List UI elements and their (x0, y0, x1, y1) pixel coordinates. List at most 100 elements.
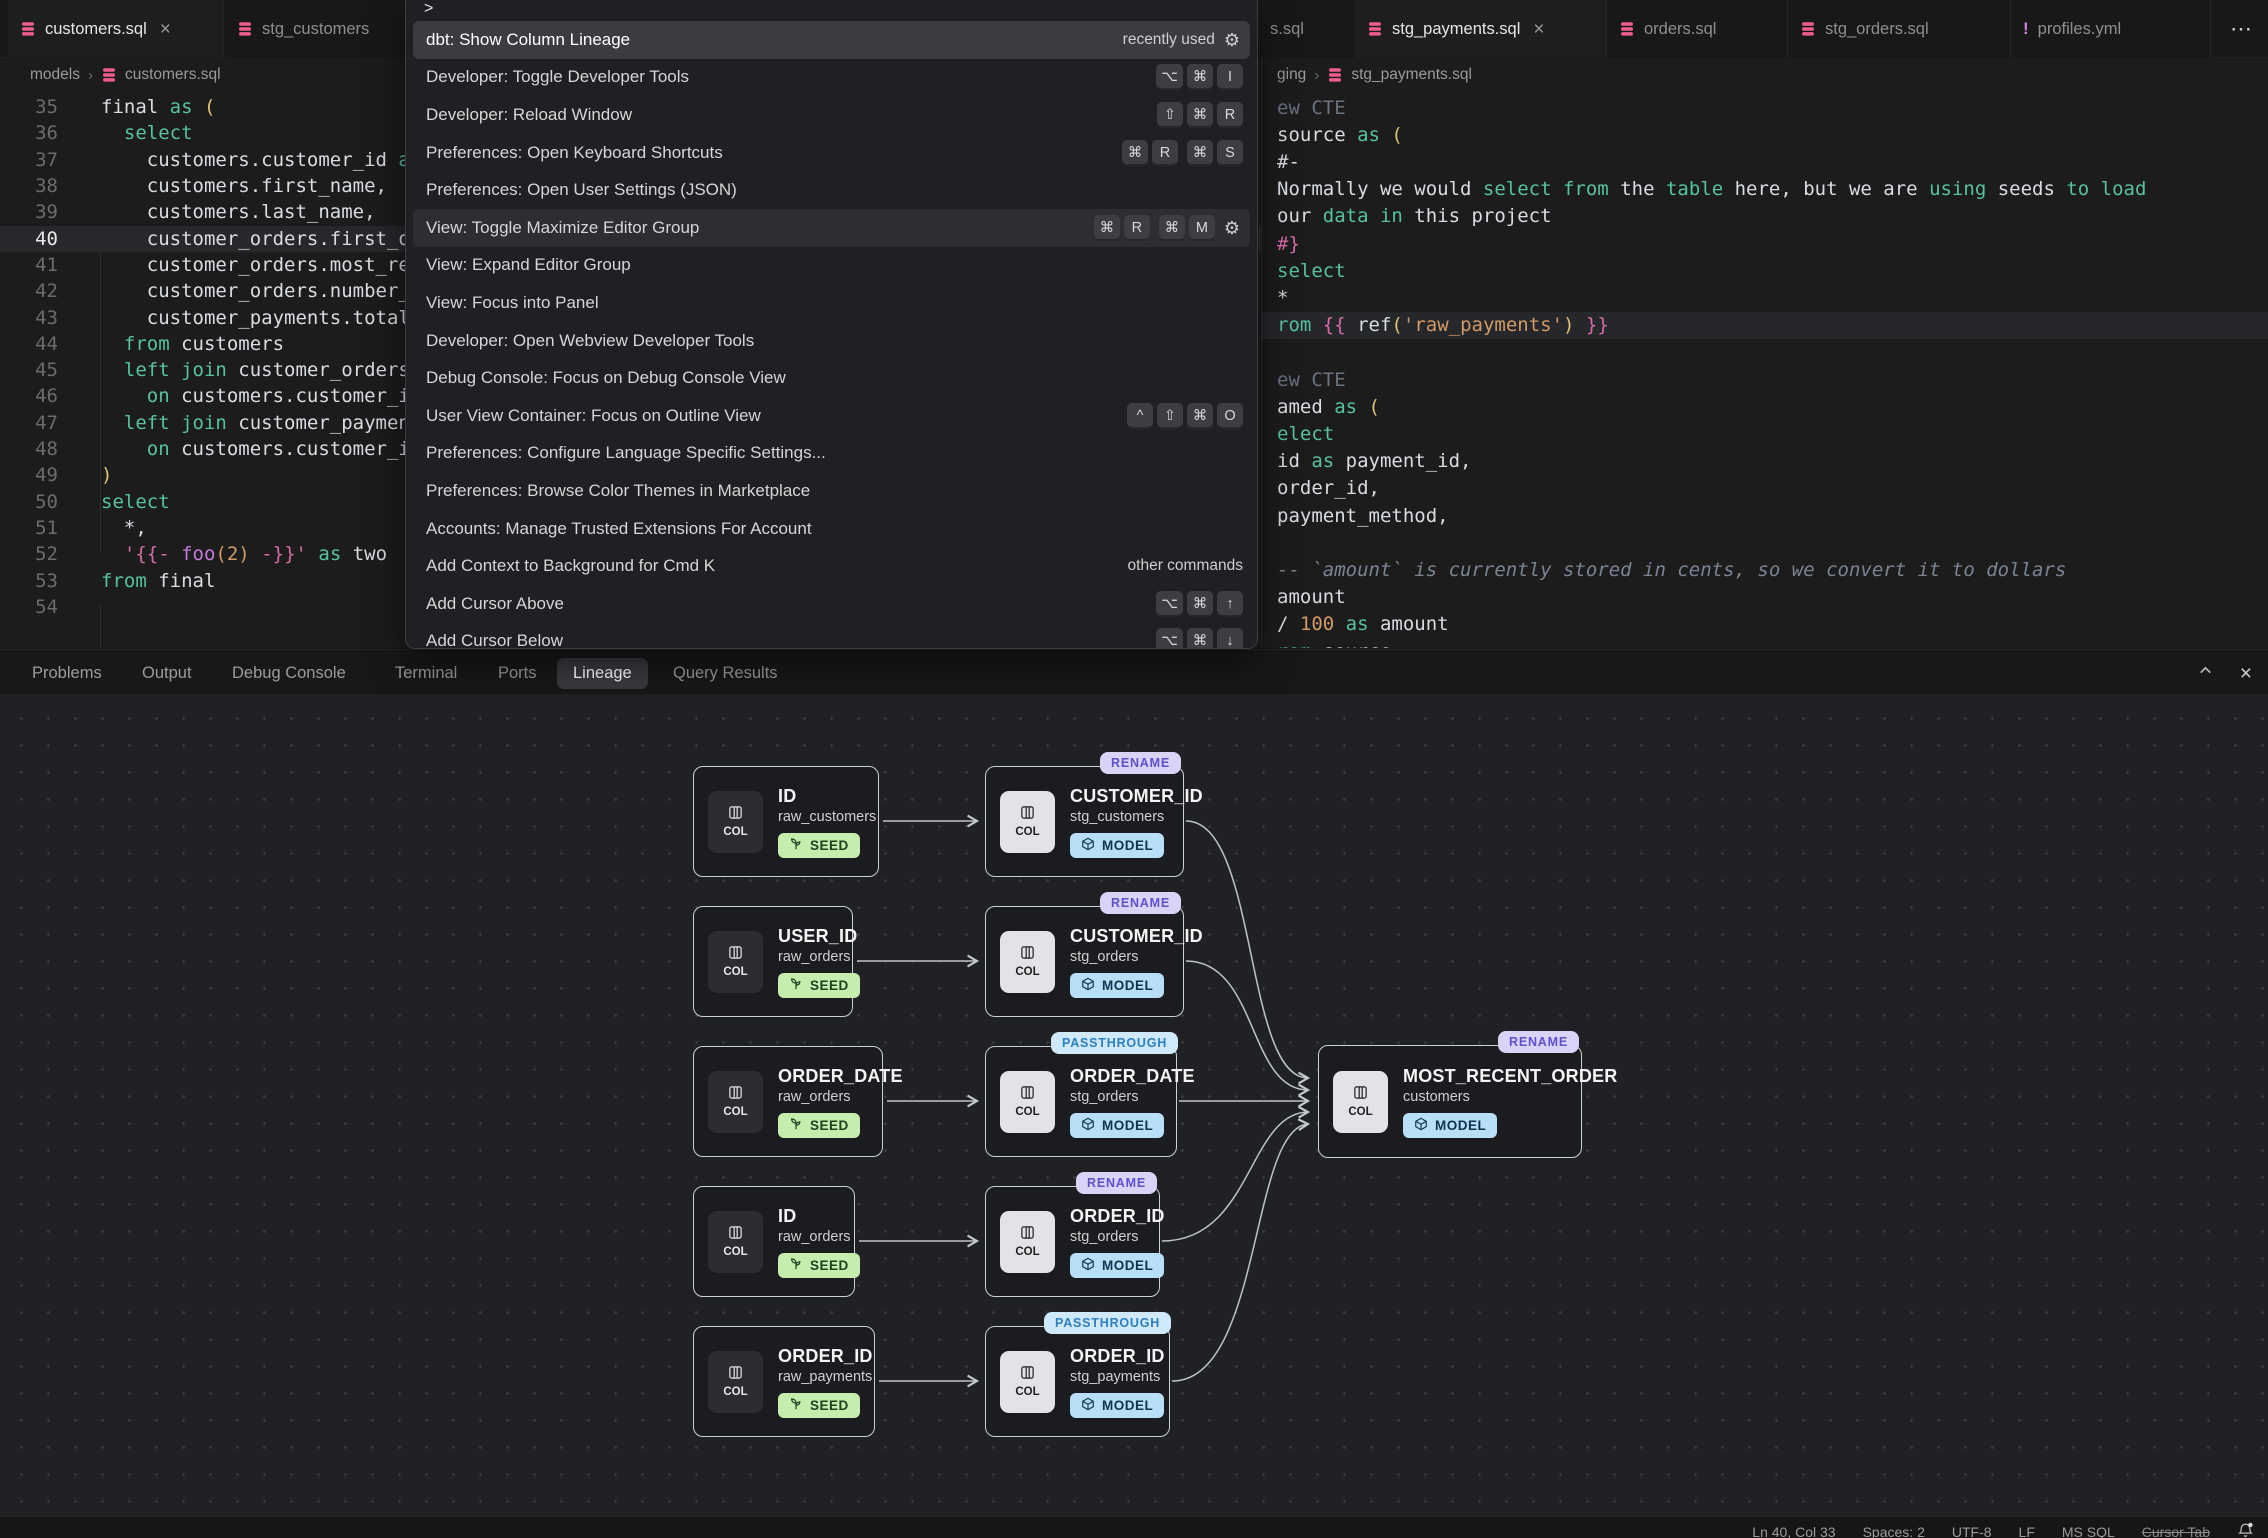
badge-label: SEED (810, 1257, 849, 1273)
lineage-node-order-id-stg-orders[interactable]: COL ORDER_ID stg_orders MODEL (985, 1186, 1164, 1297)
lineage-node-id-raw-orders[interactable]: COL ID raw_orders SEED (693, 1186, 860, 1297)
code-line: source as ( (1277, 123, 1403, 146)
editor-right-stg-payments-sql[interactable]: ew CTE source as (#- Normally we would sel… (1262, 90, 2268, 648)
palette-item-accounts-manage-trusted-extensions-for-account[interactable]: Accounts: Manage Trusted Extensions For … (406, 510, 1257, 548)
tab-profiles-yml[interactable]: ! profiles.yml (2011, 0, 2211, 58)
lineage-node-user-id-raw-orders[interactable]: COL USER_ID raw_orders SEED (693, 906, 860, 1017)
panel-tab-query-results[interactable]: Query Results (673, 650, 778, 696)
palette-item-preferences-configure-language-specific-settings[interactable]: Preferences: Configure Language Specific… (406, 435, 1257, 473)
panel-tab-terminal[interactable]: Terminal (395, 650, 457, 696)
breadcrumb[interactable]: models › customers.sql (30, 60, 221, 90)
palette-item-preferences-browse-color-themes-in-marketplace[interactable]: Preferences: Browse Color Themes in Mark… (406, 472, 1257, 510)
column-icon-label: COL (1348, 1106, 1373, 1118)
panel-tab-label: Lineage (557, 657, 648, 689)
palette-item-add-cursor-above[interactable]: Add Cursor Above ⌥ ⌘ ↑ (406, 585, 1257, 623)
seed-icon (789, 1397, 803, 1414)
model-icon (1081, 837, 1095, 854)
panel-tab-label: Debug Console (232, 663, 346, 682)
palette-item-add-cursor-below[interactable]: Add Cursor Below ⌥ ⌘ ↓ (406, 623, 1257, 648)
code-line: 42 customer_orders.number_o (0, 278, 1261, 304)
close-panel-icon[interactable]: × (2239, 661, 2252, 685)
code-line: 39 customers.last_name, (0, 199, 1261, 225)
database-icon (1327, 67, 1343, 83)
column-icon-label: COL (723, 1106, 748, 1118)
palette-item-label: Preferences: Open Keyboard Shortcuts (426, 142, 723, 162)
panel-tab-lineage[interactable]: Lineage (557, 650, 648, 696)
lineage-node-most-recent-order-customers[interactable]: COL MOST_RECENT_ORDER customers MODEL (1318, 1045, 1617, 1158)
line-number: 45 (35, 359, 58, 382)
palette-item-view-expand-editor-group[interactable]: View: Expand Editor Group (406, 247, 1257, 285)
keycap: ⌘ (1093, 214, 1120, 241)
command-palette-input[interactable]: > (424, 0, 434, 17)
tab-s-sql[interactable]: s.sql (1258, 0, 1355, 58)
tab-orders-sql[interactable]: orders.sql (1607, 0, 1788, 58)
panel-tab-ports[interactable]: Ports (498, 650, 537, 696)
line-number: 42 (35, 280, 58, 303)
gear-icon[interactable]: ⚙ (1223, 217, 1240, 238)
line-number: 46 (35, 385, 58, 408)
palette-item-developer-toggle-developer-tools[interactable]: Developer: Toggle Developer Tools ⌥ ⌘ I (406, 59, 1257, 97)
palette-item-preferences-open-keyboard-shortcuts[interactable]: Preferences: Open Keyboard Shortcuts ⌘ R ⌘ S (406, 134, 1257, 172)
model-badge: MODEL (1403, 1112, 1498, 1138)
panel-tab-debug-console[interactable]: Debug Console (232, 650, 346, 696)
palette-item-label: View: Focus into Panel (426, 292, 599, 312)
tab-stg-orders-sql[interactable]: stg_orders.sql (1788, 0, 2011, 58)
editor-split-divider[interactable] (1261, 0, 1262, 648)
breadcrumb[interactable]: ging › stg_payments.sql (1277, 60, 1472, 90)
lineage-node-order-id-raw-payments[interactable]: COL ORDER_ID raw_payments SEED (693, 1326, 875, 1437)
code-line: 41 customer_orders.most_rec (0, 252, 1261, 278)
chevron-up-icon[interactable] (2197, 662, 2214, 684)
node-subtitle: stg_customers (1070, 808, 1165, 825)
keycap: ⌘ (1187, 402, 1213, 429)
status-cursor-tab[interactable]: Cursor Tab (2141, 1523, 2210, 1538)
line-number: 38 (35, 175, 58, 198)
lineage-node-order-date-stg-orders[interactable]: COL ORDER_DATE stg_orders MODEL (985, 1046, 1194, 1157)
palette-item-developer-reload-window[interactable]: Developer: Reload Window ⇧ ⌘ R (406, 96, 1257, 134)
breadcrumb-folder[interactable]: ging (1277, 66, 1307, 83)
column-icon-label: COL (723, 1386, 748, 1398)
breadcrumb-file[interactable]: stg_payments.sql (1351, 66, 1472, 83)
lineage-node-customer-id-stg-orders[interactable]: COL CUSTOMER_ID stg_orders MODEL (985, 906, 1203, 1017)
lineage-node-order-id-stg-payments[interactable]: COL ORDER_ID stg_payments MODEL (985, 1326, 1170, 1437)
gear-icon[interactable]: ⚙ (1223, 29, 1240, 50)
lineage-node-order-date-raw-orders[interactable]: COL ORDER_DATE raw_orders SEED (693, 1046, 902, 1157)
palette-item-preferences-open-user-settings-json[interactable]: Preferences: Open User Settings (JSON) (406, 171, 1257, 209)
code-line: Normally we would select from the table … (1277, 178, 2147, 201)
keycap: ⌥ (1156, 590, 1183, 617)
panel-tab-output[interactable]: Output (142, 650, 192, 696)
status-ln-40-col-33[interactable]: Ln 40, Col 33 (1752, 1523, 1836, 1538)
status-utf-8[interactable]: UTF-8 (1951, 1523, 1992, 1538)
status-ms-sql[interactable]: MS SQL (2061, 1523, 2115, 1538)
status-spaces-2[interactable]: Spaces: 2 (1862, 1523, 1925, 1538)
badge-label: MODEL (1102, 1117, 1154, 1133)
close-icon[interactable]: × (159, 18, 171, 40)
status-lf[interactable]: LF (2018, 1523, 2035, 1538)
palette-item-view-focus-into-panel[interactable]: View: Focus into Panel (406, 284, 1257, 322)
line-number: 47 (35, 411, 58, 434)
tab-label: orders.sql (1644, 19, 1717, 38)
lineage-node-customer-id-stg-customers[interactable]: COL CUSTOMER_ID stg_customers MODEL (985, 766, 1203, 877)
lineage-node-id-raw-customers[interactable]: COL ID raw_customers SEED (693, 766, 879, 877)
palette-item-developer-open-webview-developer-tools[interactable]: Developer: Open Webview Developer Tools (406, 322, 1257, 360)
breadcrumb-folder[interactable]: models (30, 66, 80, 83)
panel-tab-problems[interactable]: Problems (32, 650, 102, 696)
close-icon[interactable]: × (1533, 18, 1545, 40)
tab-customers-sql[interactable]: customers.sql × (8, 0, 224, 58)
more-tabs-icon[interactable]: ⋯ (2230, 16, 2254, 41)
column-icon-label: COL (1015, 966, 1040, 978)
tab-stg-payments-sql[interactable]: stg_payments.sql × (1355, 0, 1607, 58)
palette-item-user-view-container-focus-on-outline-view[interactable]: User View Container: Focus on Outline Vi… (406, 397, 1257, 435)
bell-icon[interactable] (2237, 1522, 2254, 1538)
keycap: ⌘ (1187, 139, 1213, 166)
palette-item-debug-console-focus-on-debug-console-view[interactable]: Debug Console: Focus on Debug Console Vi… (406, 359, 1257, 397)
breadcrumb-file[interactable]: customers.sql (124, 66, 221, 83)
panel-tab-label: Output (142, 663, 192, 682)
palette-item-dbt-show-column-lineage[interactable]: dbt: Show Column Lineage recently used ⚙ (413, 21, 1250, 59)
keycap: ^ (1127, 402, 1153, 429)
palette-item-label: Add Context to Background for Cmd K (426, 556, 716, 576)
palette-item-view-toggle-maximize-editor-group[interactable]: View: Toggle Maximize Editor Group ⌘ R ⌘ M ⚙ (413, 208, 1250, 247)
code-line: rom source (1262, 638, 2268, 648)
model-icon (1414, 1117, 1428, 1134)
lineage-canvas[interactable]: +− COLIDraw_customersSEEDCOLUSER_IDraw_o… (0, 695, 2268, 1538)
palette-item-add-context-to-background-for-cmd-k[interactable]: Add Context to Background for Cmd K other… (406, 547, 1257, 585)
